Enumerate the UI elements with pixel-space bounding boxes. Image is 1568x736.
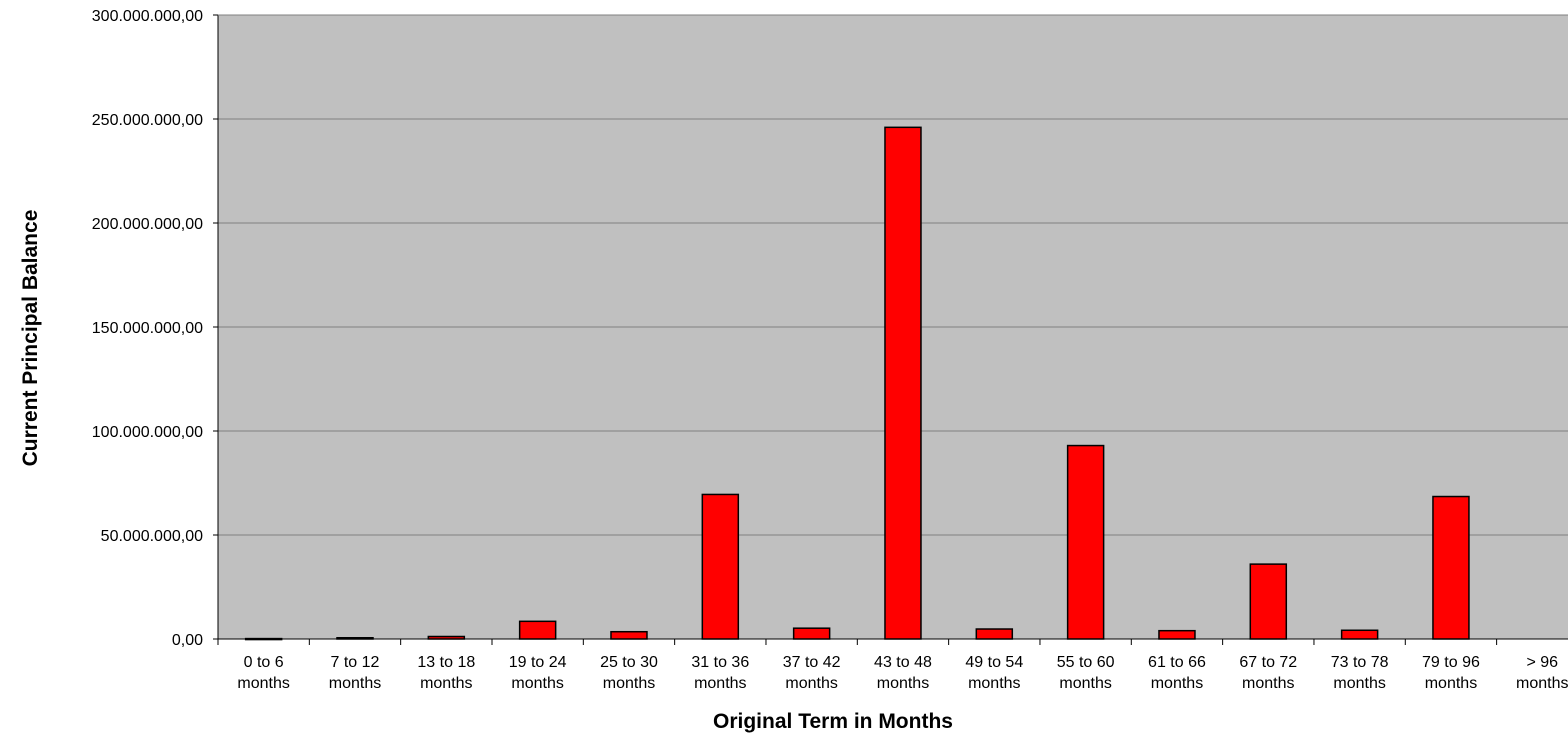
bar xyxy=(1432,495,1470,640)
bar xyxy=(610,630,648,640)
bar xyxy=(1340,629,1379,640)
y-tick-label: 150.000.000,00 xyxy=(92,320,203,337)
bar xyxy=(792,627,831,640)
x-tick-label: 37 to 42 months xyxy=(783,654,841,692)
y-axis-title: Current Principal Balance xyxy=(19,210,42,467)
x-tick-label: 0 to 6 months xyxy=(237,654,289,692)
x-tick-labels: 0 to 6 months 7 to 12 months 13 to 18 months 1… xyxy=(237,654,1568,692)
x-tick-label: 31 to 36 months xyxy=(691,654,749,692)
y-tick-label: 50.000.000,00 xyxy=(101,528,203,545)
x-tick-label: 55 to 60 months xyxy=(1057,654,1115,692)
bar xyxy=(701,493,740,640)
y-tick-label: 0,00 xyxy=(172,632,203,649)
x-tick-label: 43 to 48 months xyxy=(874,654,932,692)
y-tick-label: 300.000.000,00 xyxy=(92,8,203,25)
bar xyxy=(1249,563,1288,640)
x-axis-title: Original Term in Months xyxy=(713,710,953,733)
x-tick-label: 61 to 66 months xyxy=(1148,654,1206,692)
x-tick-label: 7 to 12 months xyxy=(329,654,381,692)
y-tick-label: 100.000.000,00 xyxy=(92,424,203,441)
y-tick-label: 250.000.000,00 xyxy=(92,112,203,129)
x-tick-label: 49 to 54 months xyxy=(965,654,1023,692)
bar xyxy=(1158,629,1196,640)
x-tick-label: 13 to 18 months xyxy=(417,654,475,692)
bar xyxy=(884,126,922,640)
x-tick-label: 25 to 30 months xyxy=(600,654,658,692)
x-tick-label: 79 to 96 months xyxy=(1422,654,1480,692)
x-tick-label: > 96 months xyxy=(1516,654,1568,692)
x-tick-label: 73 to 78 months xyxy=(1331,654,1389,692)
axes xyxy=(213,14,1568,645)
bar xyxy=(975,628,1014,640)
bar xyxy=(518,620,557,640)
bar xyxy=(1066,444,1105,640)
x-tick-label: 67 to 72 months xyxy=(1239,654,1297,692)
y-tick-labels: 0,00 50.000.000,00 100.000.000,00 150.000.0… xyxy=(92,8,203,649)
y-tick-label: 200.000.000,00 xyxy=(92,216,203,233)
x-tick-label: 19 to 24 months xyxy=(509,654,567,692)
